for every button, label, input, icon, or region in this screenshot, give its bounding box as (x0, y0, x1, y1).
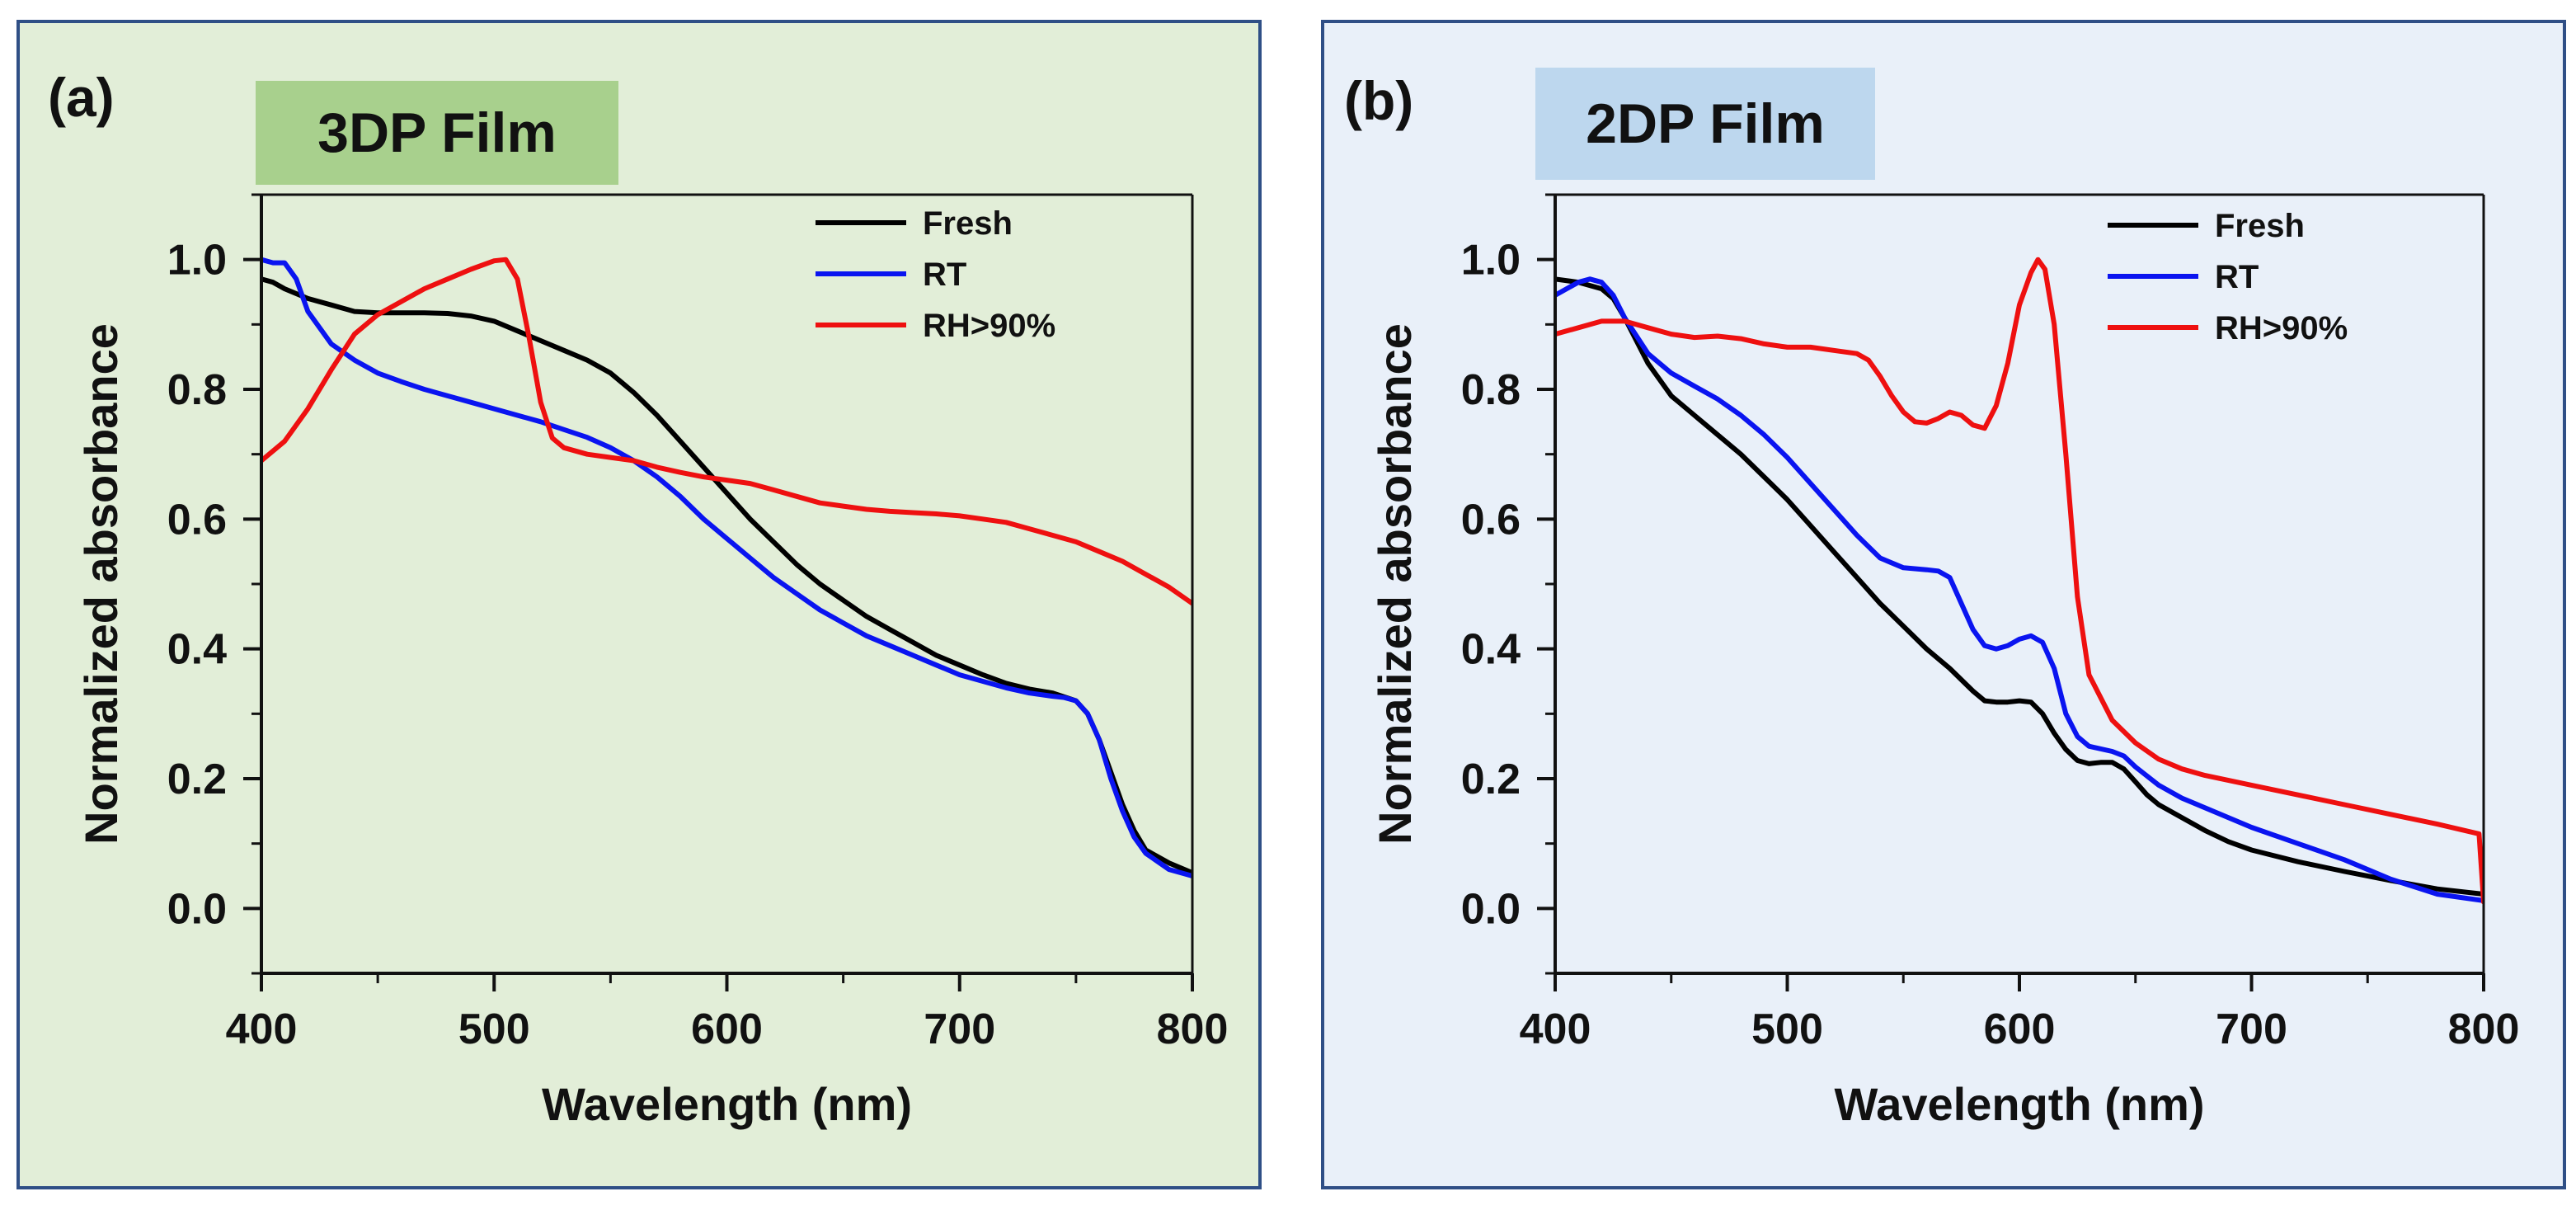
x-tick-label: 800 (1157, 1005, 1229, 1053)
chart-a: 400 500 600 700 800 0.0 0.2 0.4 0.6 0.8 1.0 Wavelen… (75, 193, 1229, 1130)
panel-a: (a) 3DP Film 400 500 600 700 800 0.0 0.2 0.4 0.6… (16, 20, 1262, 1189)
legend-label: Fresh (2215, 208, 2305, 244)
x-tick-label: 600 (691, 1005, 763, 1053)
y-tick-label: 0.6 (167, 496, 227, 544)
panel-label-a: (a) (48, 67, 115, 128)
x-tick-label: 700 (924, 1005, 995, 1053)
y-tick-label: 0.2 (167, 756, 227, 803)
legend-label: RH>90% (2215, 310, 2348, 346)
x-tick-label: 400 (226, 1005, 298, 1053)
y-tick-label: 0.4 (167, 626, 227, 674)
y-tick-label: 1.0 (167, 237, 227, 285)
x-tick-label: 500 (1751, 1005, 1823, 1053)
x-tick-label: 400 (1520, 1005, 1591, 1053)
series-line-rt (261, 257, 1192, 878)
series-line-fresh (1555, 276, 2484, 897)
x-tick-label: 800 (2448, 1005, 2520, 1053)
legend-label: RH>90% (923, 308, 1055, 344)
legend-label: Fresh (923, 205, 1013, 242)
series-line-rh-90- (1555, 257, 2484, 905)
x-tick-label: 600 (1984, 1005, 2056, 1053)
y-tick-label: 0.2 (1461, 756, 1521, 803)
y-tick-label: 0.0 (1461, 885, 1521, 933)
legend-label: RT (2215, 259, 2259, 295)
series-line-fresh (261, 276, 1192, 876)
y-tick-label: 0.6 (1461, 496, 1521, 544)
x-tick-label: 500 (458, 1005, 530, 1053)
y-axis-title: Normalized absorbance (1369, 323, 1421, 845)
series-line-rh-90- (261, 257, 1192, 606)
film-title-b: 2DP Film (1535, 68, 1875, 180)
y-tick-label: 0.4 (1461, 626, 1521, 674)
x-axis-title: Wavelength (nm) (1834, 1078, 2204, 1130)
y-tick-label: 0.0 (167, 885, 227, 933)
film-title-a: 3DP Film (256, 81, 618, 185)
panel-label-b: (b) (1344, 70, 1414, 131)
panel-b: (b) 2DP Film 400 500 600 700 800 0.0 0.2 0.4 0.6… (1321, 20, 2566, 1189)
chart-b: 400 500 600 700 800 0.0 0.2 0.4 0.6 0.8 1.0 Wavelen… (1369, 193, 2520, 1130)
y-tick-label: 1.0 (1461, 237, 1521, 285)
series-line-rt (1555, 276, 2484, 903)
y-tick-label: 0.8 (1461, 366, 1521, 414)
y-tick-label: 0.8 (167, 366, 227, 414)
y-axis-title: Normalized absorbance (75, 323, 127, 845)
legend-label: RT (923, 257, 966, 293)
x-axis-title: Wavelength (nm) (542, 1078, 912, 1130)
x-tick-label: 700 (2216, 1005, 2287, 1053)
